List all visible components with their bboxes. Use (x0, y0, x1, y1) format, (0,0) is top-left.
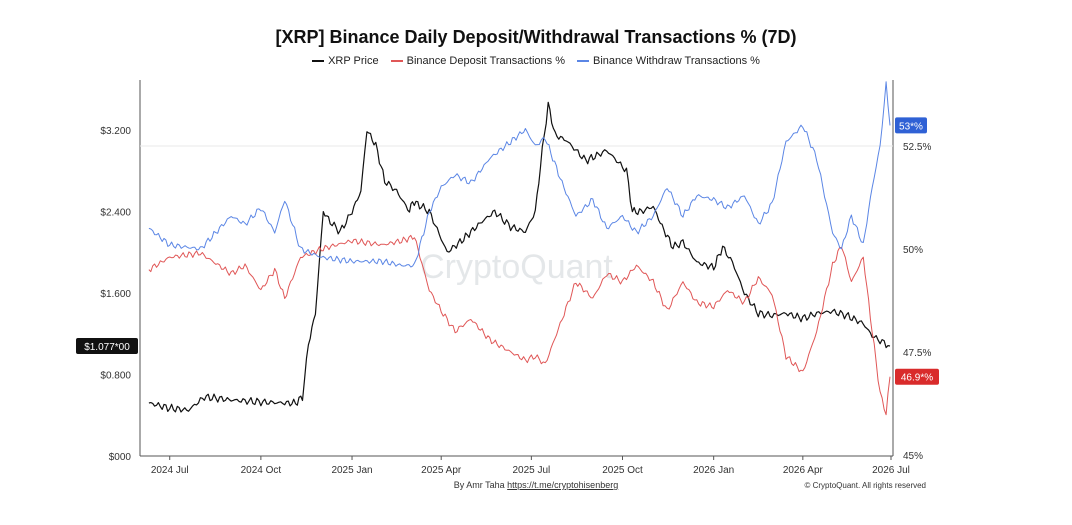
right-tick-label: 52.5% (903, 142, 931, 153)
chart-title: [XRP] Binance Daily Deposit/Withdrawal T… (275, 27, 797, 47)
price-badge: $1.077*00 (84, 342, 130, 353)
withdraw-badge: 53*% (899, 121, 923, 132)
x-tick-label: 2025 Apr (421, 465, 462, 476)
withdraw-series-line (148, 81, 891, 268)
legend-swatch-withdraw (577, 60, 589, 62)
x-tick-label: 2026 Apr (783, 465, 824, 476)
x-tick-label: 2025 Oct (602, 465, 643, 476)
left-tick-label: $2.400 (100, 208, 131, 219)
legend-swatch-price (312, 60, 325, 62)
deposit-badge-bg (895, 368, 939, 385)
footer-author-link[interactable]: https://t.me/cryptohisenberg (507, 480, 619, 490)
deposit-series-line (148, 234, 891, 416)
left-tick-label: $000 (109, 452, 132, 463)
legend-label-price: XRP Price (328, 55, 379, 67)
left-tick-label: $0.800 (100, 371, 131, 382)
price-series-line (148, 101, 891, 413)
legend-label-withdraw: Binance Withdraw Transactions % (593, 55, 760, 67)
withdraw-badge-bg (895, 117, 927, 134)
right-tick-label: 47.5% (903, 348, 931, 359)
right-tick-label: 50% (903, 245, 923, 256)
x-tick-label: 2026 Jan (693, 465, 734, 476)
right-tick-label: 45% (903, 451, 923, 462)
legend-label-deposit: Binance Deposit Transactions % (406, 55, 565, 67)
legend-item-price[interactable]: XRP Price (312, 55, 379, 67)
legend-item-withdraw[interactable]: Binance Withdraw Transactions % (577, 55, 760, 67)
x-tick-label: 2025 Jul (512, 465, 550, 476)
deposit-badge: 46.9*% (901, 373, 933, 384)
footer-author: By Amr Taha https://t.me/cryptohisenberg (0, 480, 1072, 490)
legend-item-deposit[interactable]: Binance Deposit Transactions % (390, 55, 565, 67)
legend-swatch-deposit (390, 60, 403, 62)
left-tick-label: $1.600 (100, 289, 131, 300)
x-tick-label: 2025 Jan (331, 465, 372, 476)
x-tick-label: 2024 Oct (241, 465, 282, 476)
x-tick-label: 2024 Jul (151, 465, 189, 476)
chart-legend: XRP Price Binance Deposit Transactions %… (0, 55, 1072, 67)
watermark-text: CryptoQuant (420, 248, 613, 286)
x-tick-label: 2026 Jul (872, 465, 910, 476)
footer-copyright: © CryptoQuant. All rights reserved (804, 481, 927, 490)
left-tick-label: $3.200 (100, 126, 131, 137)
price-badge-bg (76, 337, 138, 354)
footer-author-prefix: By Amr Taha (453, 480, 505, 490)
